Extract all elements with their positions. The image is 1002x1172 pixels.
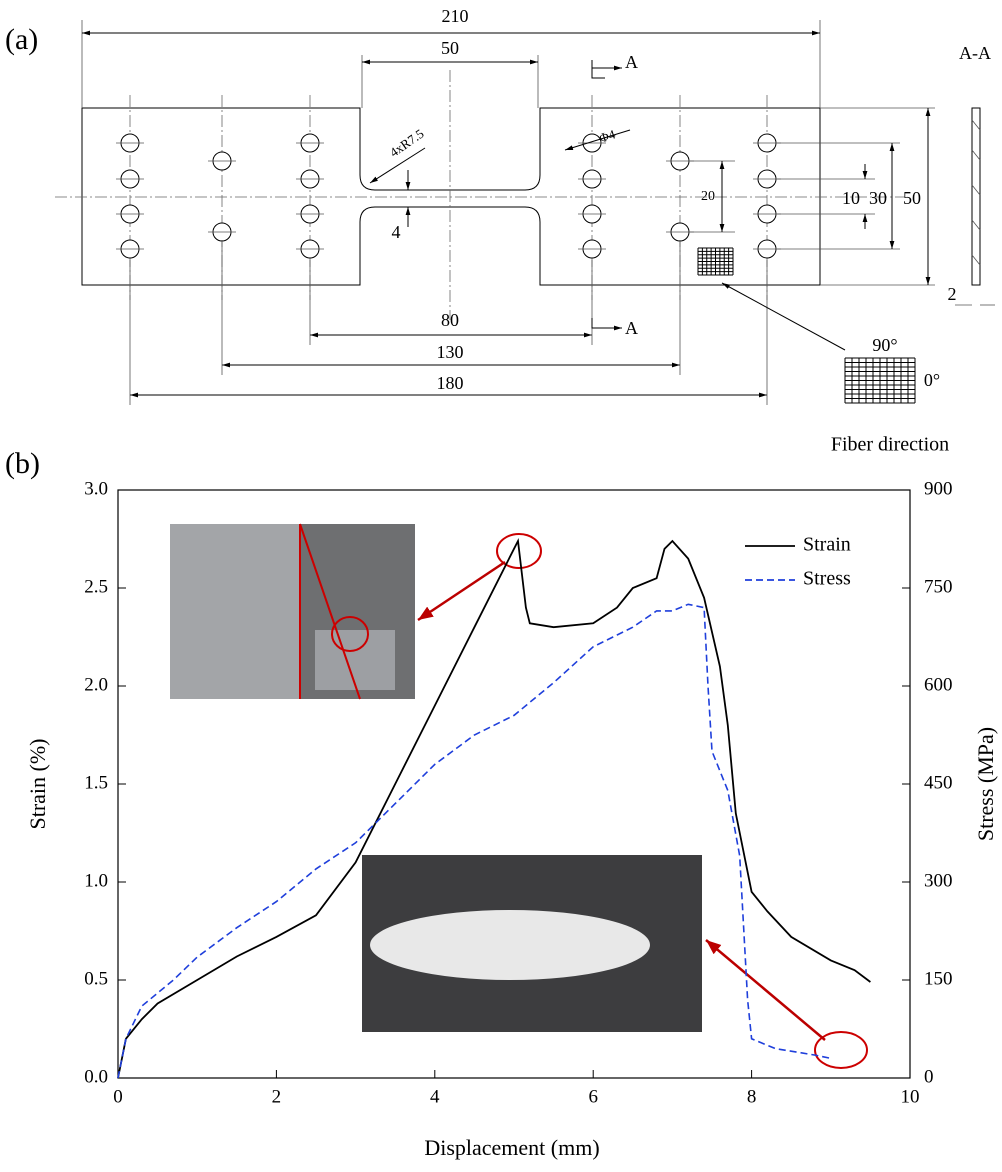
- photo-inset: [370, 910, 650, 980]
- y-tick-label: 1.0: [84, 870, 108, 891]
- dimension: 2: [948, 284, 957, 304]
- dimension: 80: [441, 310, 459, 330]
- y-tick-label: 3.0: [84, 478, 108, 499]
- y2-axis-title: Stress (MPa): [973, 727, 998, 841]
- y2-tick-label: 450: [924, 772, 953, 793]
- x-tick-label: 8: [747, 1086, 757, 1107]
- fillet-label: 4xR7.5: [387, 126, 427, 160]
- pointer-arrow: [705, 939, 826, 1041]
- fiber-caption: Fiber direction: [831, 434, 949, 456]
- dimension: 50: [903, 188, 921, 208]
- y2-tick-label: 600: [924, 674, 953, 695]
- x-axis-title: Displacement (mm): [424, 1135, 599, 1160]
- fiber-grid: [697, 247, 916, 404]
- panel-label: (b): [5, 447, 40, 480]
- dimension: 20: [701, 189, 715, 204]
- pointer-arrow: [417, 560, 506, 622]
- panel-label: (a): [5, 23, 38, 56]
- dimension: 10: [842, 188, 860, 208]
- y2-tick-label: 750: [924, 576, 953, 597]
- x-tick-label: 0: [113, 1086, 123, 1107]
- fiber-angle: 0°: [924, 370, 940, 390]
- y2-tick-label: 300: [924, 870, 953, 891]
- legend-label: Strain: [803, 534, 851, 556]
- legend-label: Stress: [803, 568, 851, 590]
- fiber-angle: 90°: [872, 335, 897, 355]
- holes: [116, 95, 781, 300]
- photo-inset: [315, 630, 395, 690]
- y-tick-label: 2.5: [84, 576, 108, 597]
- section-mark: A: [625, 318, 638, 338]
- y2-tick-label: 150: [924, 968, 953, 989]
- y2-tick-label: 900: [924, 478, 953, 499]
- x-tick-label: 6: [588, 1086, 598, 1107]
- hole-label: Φ4: [597, 126, 617, 145]
- series-line: [117, 603, 831, 1079]
- chart: (b) Displacement (mm) Strain (%) Stress …: [5, 447, 998, 1160]
- dimension: 30: [869, 188, 887, 208]
- dimension: 210: [442, 6, 469, 26]
- x-tick-label: 4: [430, 1086, 440, 1107]
- dimension: 180: [437, 373, 464, 393]
- inset-line: [299, 523, 361, 700]
- highlight-circle: [496, 533, 542, 569]
- dimension-lines: [81, 20, 995, 405]
- technical-drawing: (a) 210 50 A A A-A 4xR7.5 Φ4 20 10 30 50…: [5, 6, 995, 456]
- section-mark: A: [625, 52, 638, 72]
- highlight-circle: [331, 616, 369, 652]
- series-line: [117, 537, 871, 1079]
- section-title: A-A: [959, 43, 991, 63]
- highlight-circle: [814, 1031, 868, 1069]
- y-tick-label: 2.0: [84, 674, 108, 695]
- dimension: 130: [437, 342, 464, 362]
- x-tick-label: 10: [901, 1086, 920, 1107]
- x-tick-label: 2: [272, 1086, 282, 1107]
- y-tick-label: 0.5: [84, 968, 108, 989]
- y-axis-title: Strain (%): [25, 738, 50, 829]
- dimension: 50: [441, 38, 459, 58]
- y2-tick-label: 0: [924, 1066, 934, 1087]
- y-tick-label: 0.0: [84, 1066, 108, 1087]
- y-tick-label: 1.5: [84, 772, 108, 793]
- photo-inset: [170, 524, 300, 699]
- dimension: 4: [392, 222, 401, 242]
